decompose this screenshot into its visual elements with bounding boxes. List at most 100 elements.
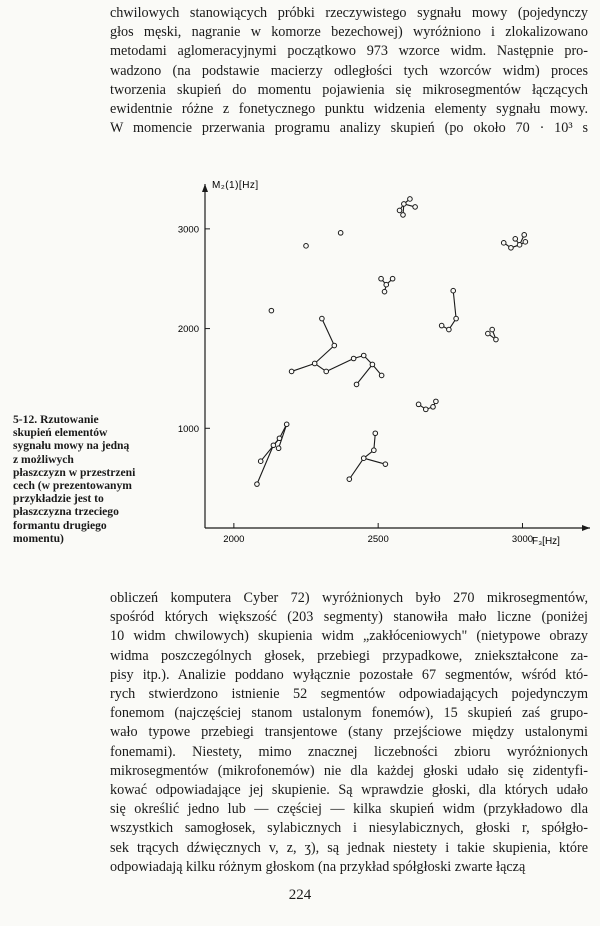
data-point — [381, 288, 388, 295]
page-number: 224 — [288, 887, 312, 903]
data-point — [453, 315, 459, 322]
cluster-edge — [363, 457, 386, 465]
data-point — [407, 196, 413, 202]
figure-label: 5-12. — [13, 413, 38, 426]
data-point — [433, 398, 439, 405]
data-point — [371, 447, 377, 454]
text-line: sek trących dźwięcznych v, z, ʒ), są jed… — [110, 839, 588, 856]
data-point — [508, 245, 514, 251]
text-line: spośród których większość (203 segmenty)… — [110, 609, 588, 626]
cluster-edge — [278, 424, 288, 449]
data-point — [422, 406, 429, 413]
data-point — [275, 445, 282, 452]
caption-line: płaszczyzna trzeciego — [13, 505, 119, 519]
data-point — [485, 330, 491, 337]
text-line: rych stwierdzono istnienie 52 segmentów … — [110, 686, 588, 703]
data-point — [323, 368, 330, 375]
data-point — [331, 342, 338, 349]
data-point — [257, 458, 264, 464]
cluster-edge — [452, 290, 457, 319]
text-line: odpowiadają kilku różnym głoskom (na prz… — [110, 858, 526, 875]
data-point — [311, 360, 318, 367]
caption-line: skupień elementów — [13, 426, 108, 440]
caption-line: cech (w prezentowanym — [13, 479, 132, 493]
data-point — [270, 442, 277, 449]
text-line: kować odpowiadające jej skupienie. Są wp… — [110, 782, 588, 799]
caption-line: momentu) — [13, 531, 64, 545]
data-point — [346, 476, 353, 482]
y-tick-label: 3000 — [178, 224, 199, 235]
data-point — [389, 275, 396, 282]
data-point — [412, 204, 418, 210]
data-point — [378, 275, 384, 282]
data-point — [254, 481, 260, 487]
text-line: wadzono (na podstawie macierzy odległośc… — [110, 62, 588, 79]
caption-line: formantu drugiego — [13, 518, 107, 532]
data-point — [382, 461, 389, 467]
data-point — [415, 401, 422, 408]
data-point — [360, 455, 367, 462]
data-point — [288, 368, 295, 375]
bottom-paragraph: obliczeń komputera Cyber 72) wyróżnionyc… — [110, 589, 588, 877]
text-line: pisy itp.). Analizie poddano wyłącznie p… — [110, 666, 588, 683]
figure-caption: 5-12. Rzutowanie skupień elementów sygna… — [13, 413, 161, 545]
text-line: ewidentnie różne z fonetycznego punktu w… — [110, 101, 588, 118]
data-point — [396, 207, 403, 214]
data-point — [372, 430, 379, 437]
caption-line: sygnału mowy na jedną — [13, 439, 130, 453]
text-line: W momencie przerwania programu analizy s… — [110, 120, 588, 137]
caption-line: przykładzie jest to — [13, 492, 104, 506]
data-point — [400, 212, 406, 218]
cluster-points — [254, 196, 529, 487]
text-line: fonemom (najczęściej stanom ustalonym fo… — [110, 705, 588, 722]
top-paragraph: chwilowych stanowiących próbki rzeczywis… — [110, 4, 588, 138]
caption-line: z możliwych — [13, 452, 74, 466]
x-axis-arrow — [582, 525, 590, 531]
cluster-edge — [373, 433, 376, 451]
data-point — [268, 307, 275, 314]
data-point — [378, 372, 385, 379]
scatter-plot: 2000 2500 3000 1000 2000 3000 M₂(1)[Hz] F₃[Hz… — [178, 180, 590, 547]
data-point — [512, 236, 519, 242]
data-point — [430, 404, 436, 410]
cluster-edge — [356, 364, 373, 385]
data-point — [369, 361, 376, 368]
caption-line: Rzutowanie — [40, 413, 99, 426]
x-tick-label: 3000 — [512, 534, 533, 545]
data-point — [446, 326, 452, 333]
y-axis-arrow — [202, 184, 208, 192]
data-point — [276, 435, 283, 442]
text-line: widma poszczególnych głosek, przebiegi p… — [110, 647, 588, 664]
text-line: głos męski, nagranie w komorze bezechowe… — [110, 24, 588, 41]
data-point — [283, 421, 290, 428]
cluster-edges — [256, 198, 526, 485]
cluster-edge — [325, 357, 354, 372]
text-line: obliczeń komputera Cyber 72) wyróżnionyc… — [110, 590, 588, 606]
data-point — [353, 381, 360, 388]
data-point — [383, 281, 390, 288]
y-axis-label: M₂(1)[Hz] — [212, 180, 259, 191]
data-point — [360, 352, 367, 359]
data-point — [303, 243, 309, 249]
data-point — [493, 336, 499, 343]
cluster-edge — [314, 345, 335, 364]
y-tick-label: 1000 — [178, 424, 199, 435]
y-tick-label: 2000 — [178, 324, 199, 335]
x-tick-label: 2500 — [368, 534, 389, 545]
data-point — [401, 201, 407, 207]
data-point — [350, 355, 357, 362]
text-line: metodami aglomeracyjnymi początkowo 973 … — [110, 43, 588, 60]
scatter-figure: 2000 2500 3000 1000 2000 3000 M₂(1)[Hz] F₃[Hz… — [160, 170, 600, 550]
text-line: fonemami). Niestety, mimo znacznej licze… — [110, 743, 588, 760]
cluster-edge — [256, 445, 274, 485]
data-point — [516, 242, 523, 248]
data-point — [521, 232, 528, 238]
data-point — [438, 322, 445, 329]
text-line: chwilowych stanowiących próbki rzeczywis… — [110, 5, 588, 21]
text-line: się określić jedno lub — częściej — kilk… — [110, 801, 588, 818]
cluster-edge — [348, 457, 365, 480]
data-point — [489, 326, 495, 333]
text-line: mikrosegmentów (mikrofonemów) nie dla ka… — [110, 762, 588, 779]
cluster-edge — [321, 318, 335, 346]
axes: 2000 2500 3000 1000 2000 3000 — [178, 184, 590, 545]
